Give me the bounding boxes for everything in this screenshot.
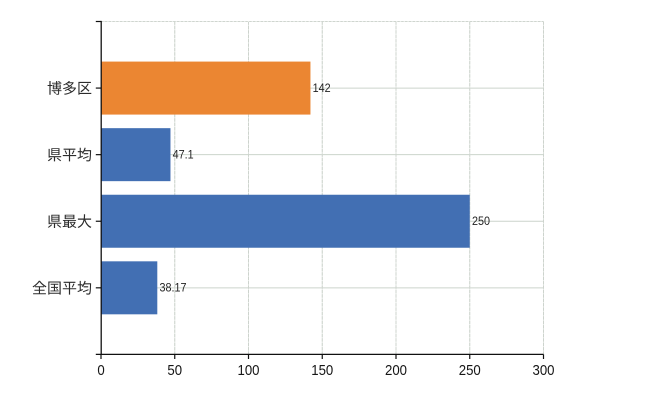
svg-text:100: 100 <box>238 361 260 378</box>
svg-text:50: 50 <box>167 361 182 378</box>
svg-text:250: 250 <box>459 361 481 378</box>
svg-text:300: 300 <box>533 361 555 378</box>
svg-text:0: 0 <box>97 361 104 378</box>
svg-text:250: 250 <box>472 216 490 229</box>
svg-text:142: 142 <box>313 83 331 96</box>
svg-text:47.1: 47.1 <box>173 149 194 162</box>
svg-text:150: 150 <box>311 361 333 378</box>
svg-text:38.17: 38.17 <box>160 282 187 295</box>
svg-text:200: 200 <box>385 361 407 378</box>
